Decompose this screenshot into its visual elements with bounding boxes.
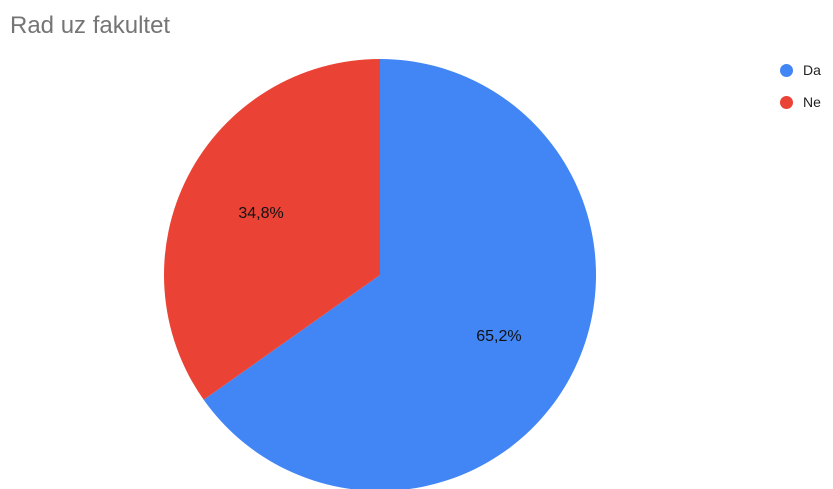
slice-label-ne: 34,8% (238, 205, 283, 222)
pie-slice-da[interactable] (203, 59, 597, 489)
legend-swatch-ne (780, 95, 793, 109)
pie-slice-labels: 65,2% 34,8% (238, 205, 521, 345)
pie-slice-ne[interactable] (164, 58, 380, 400)
legend-label-ne: Ne (803, 94, 821, 110)
legend-swatch-da (780, 63, 793, 77)
legend-label-da: Da (803, 62, 821, 78)
legend-item-ne[interactable]: Ne (780, 94, 821, 110)
pie-slices (164, 58, 597, 489)
slice-label-da: 65,2% (476, 328, 521, 345)
legend: Da Ne (780, 62, 821, 126)
chart-title: Rad uz fakultet (10, 12, 171, 39)
legend-item-da[interactable]: Da (780, 62, 821, 78)
